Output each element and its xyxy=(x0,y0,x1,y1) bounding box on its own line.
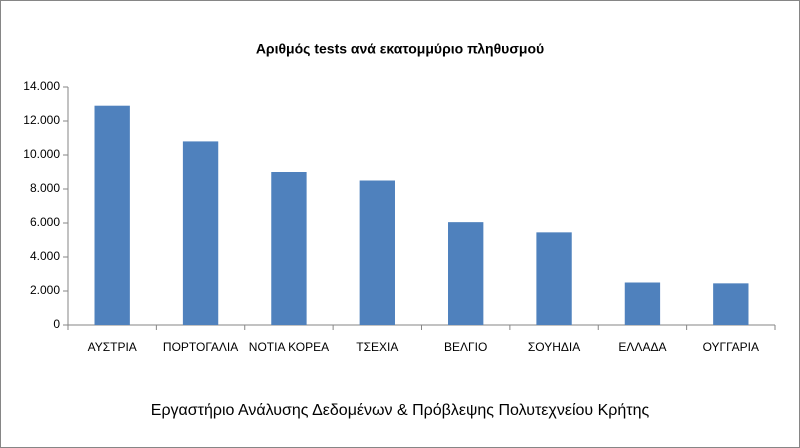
bar xyxy=(448,222,484,325)
x-tick-label: ΠΟΡΤΟΓΑΛΙΑ xyxy=(162,340,239,354)
x-tick-label: ΝΟΤΙΑ ΚΟΡΕΑ xyxy=(248,340,330,354)
y-tick-label: 4.000 xyxy=(30,249,60,263)
x-tick-label: ΣΟΥΗΔΙΑ xyxy=(527,340,581,354)
bar xyxy=(182,141,219,325)
x-tick-label: ΒΕΛΓΙΟ xyxy=(444,340,488,354)
y-tick-label: 10.000 xyxy=(23,147,60,161)
y-tick-label: 0 xyxy=(53,317,60,331)
y-tick-label: 2.000 xyxy=(30,283,60,297)
chart-caption: Εργαστήριο Ανάλυσης Δεδομένων & Πρόβλεψη… xyxy=(151,402,650,419)
bar xyxy=(536,232,572,325)
y-tick-label: 8.000 xyxy=(30,181,60,195)
bar xyxy=(94,105,130,325)
y-tick-label: 14.000 xyxy=(23,79,60,93)
y-tick-label: 6.000 xyxy=(30,215,60,229)
bar xyxy=(359,180,395,325)
bar xyxy=(713,283,749,325)
bar xyxy=(624,282,661,325)
x-tick-label: ΟΥΓΓΑΡΙΑ xyxy=(702,340,760,354)
x-tick-label: ΕΛΛΑΔΑ xyxy=(618,340,667,354)
bar xyxy=(271,172,307,325)
x-tick-label: ΑΥΣΤΡΙΑ xyxy=(87,340,137,354)
chart-title: Αριθμός tests ανά εκατομμύριο πληθυσμού xyxy=(256,41,544,57)
x-tick-label: ΤΣΕΧΙΑ xyxy=(356,340,399,354)
y-tick-label: 12.000 xyxy=(23,113,60,127)
